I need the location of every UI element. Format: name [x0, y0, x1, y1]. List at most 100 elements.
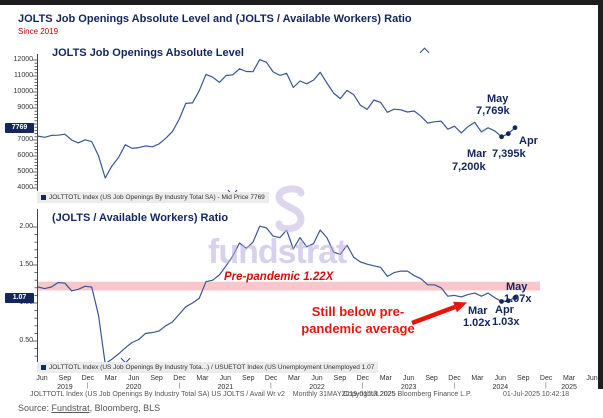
x-tick-label: Jun [494, 375, 506, 382]
pre-pandemic-band [37, 281, 540, 291]
callout-arrow [411, 304, 456, 326]
top-apr-value: 7,395k [492, 148, 526, 160]
bottom-apr-value: 1.03x [492, 316, 520, 328]
x-year-divider: | [86, 383, 89, 389]
x-tick-label: Mar [379, 375, 392, 382]
x-tick-label: Jun [403, 375, 415, 382]
callout-line1: Still below pre- [311, 304, 405, 319]
top-chart-legend-label: JOLTTOTL Index (US Job Openings By Indus… [49, 194, 265, 201]
top-mar-label: Mar [467, 148, 487, 160]
x-tick-label: Mar [288, 375, 301, 382]
top-apr-label: Apr [519, 135, 538, 147]
x-year-divider: | [545, 383, 547, 389]
top-chart-legend: JOLTTOTL Index (US Job Openings By Indus… [37, 192, 269, 203]
x-tick-label: Mar [196, 375, 209, 382]
x-tick-label: Sep [242, 375, 255, 382]
x-year-label: 2025 [561, 384, 577, 391]
x-year-label: 2022 [309, 384, 325, 391]
job-openings-line-dot [512, 125, 518, 131]
top-y-tick-label: 7000 [17, 136, 33, 143]
x-year-label: 2023 [400, 384, 417, 391]
x-year-divider: | [453, 383, 456, 389]
source-rest: , Bloomberg, BLS [89, 403, 161, 413]
ratio-line [37, 225, 516, 365]
bloomberg-instrument-footer: JOLTTOTL Index (US Job Openings By Indus… [30, 391, 395, 398]
top-y-tick-label: 4000 [17, 184, 33, 191]
top-y-tick-label: 6000 [17, 152, 33, 159]
callout-arrow-head [453, 301, 468, 313]
x-year-label: 2019 [57, 384, 73, 391]
bottom-y-tick-label: 0.50 [19, 337, 33, 344]
page-title: JOLTS Job Openings Absolute Level and (J… [18, 13, 412, 25]
source-fundstrat-link[interactable]: Fundstrat [51, 403, 90, 413]
x-year-divider: | [361, 383, 364, 389]
ratio-line-dot [512, 295, 518, 301]
x-tick-label: Mar [471, 375, 484, 382]
bottom-mar-value: 1.02x [463, 317, 491, 329]
bottom-y-tick-label: 1.50 [19, 261, 33, 268]
page-subtitle: Since 2019 [18, 27, 59, 36]
top-y-tick-label: 9000 [17, 104, 33, 111]
bottom-chart-legend-label: JOLTTOTL Index (US Job Openings By Indus… [49, 364, 375, 371]
source-prefix: Source: [18, 403, 50, 413]
x-tick-label: Jun [36, 375, 48, 382]
x-tick-label: Dec [173, 375, 186, 382]
x-year-label: 2024 [492, 384, 509, 391]
x-tick-label: Sep [425, 375, 438, 382]
x-tick-label: Sep [517, 375, 530, 382]
x-tick-label: Sep [58, 375, 72, 382]
job-openings-line-dot [499, 134, 504, 140]
x-year-divider: | [270, 383, 272, 389]
bottom-mar-label: Mar [468, 305, 488, 317]
bottom-chart-title: (JOLTS / Available Workers) Ratio [52, 212, 229, 224]
footer-instrument-text: JOLTTOTL Index (US Job Openings By Indus… [30, 391, 285, 398]
top-y-tick-label: 12000 [13, 56, 33, 63]
job-openings-line [37, 58, 516, 179]
legend-swatch-icon [41, 195, 46, 200]
x-tick-label: Mar [104, 375, 117, 382]
top-y-tick-label: 5000 [17, 168, 33, 175]
top-y-tick-label: 10000 [13, 88, 33, 95]
bloomberg-copyright: Copyright® 2025 Bloomberg Finance L.P. [343, 391, 472, 398]
x-tick-label: Dec [448, 375, 461, 382]
x-tick-label: Sep [150, 375, 163, 382]
x-tick-label: Mar [563, 375, 576, 382]
bottom-may-value: 1.07x [504, 293, 532, 305]
top-mar-value: 7,200k [452, 161, 486, 173]
x-tick-label: Dec [539, 375, 553, 382]
x-tick-label: Jun [128, 375, 140, 382]
bloomberg-timestamp: 01-Jul-2025 10:42:18 [503, 391, 570, 398]
source-line: Source: Fundstrat, Bloomberg, BLS [18, 403, 160, 413]
pre-pandemic-band-label: Pre-pandemic 1.22X [224, 271, 334, 283]
top-y-tick-label: 11000 [14, 72, 33, 79]
x-year-label: 2021 [217, 384, 234, 391]
callout-line2: pandemic average [301, 321, 415, 336]
top-last-value-tag: 7769 [5, 123, 34, 133]
top-may-label: May [487, 93, 509, 105]
legend-swatch-icon [41, 365, 46, 370]
bottom-last-value-tag: 1.07 [5, 293, 34, 303]
ratio-line-dot [499, 299, 504, 304]
x-tick-label: Jun [586, 375, 598, 382]
job-openings-line-dot [505, 131, 511, 137]
window-top-border [0, 0, 603, 5]
x-tick-label: Jun [219, 375, 231, 382]
bottom-y-tick-label: 2.00 [19, 223, 33, 230]
top-chart-title: JOLTS Job Openings Absolute Level [52, 47, 244, 59]
x-tick-label: Dec [264, 375, 278, 382]
x-tick-label: Jun [311, 375, 323, 382]
footer-periodicity-text: Monthly 31MAY2019-01JUL2025 [292, 391, 396, 398]
bottom-chart-legend: JOLTTOTL Index (US Job Openings By Indus… [37, 362, 379, 373]
bottom-may-label: May [506, 281, 528, 293]
top-may-value: 7,769k [476, 105, 510, 117]
below-average-callout: Still below pre- pandemic average [287, 303, 429, 337]
x-tick-label: Sep [333, 375, 347, 382]
bottom-apr-label: Apr [495, 304, 514, 316]
window-scrollbar-edge[interactable] [598, 0, 603, 389]
x-year-divider: | [178, 383, 181, 389]
x-year-label: 2020 [125, 384, 142, 391]
ratio-line-dot [505, 298, 511, 304]
x-tick-label: Dec [81, 375, 95, 382]
